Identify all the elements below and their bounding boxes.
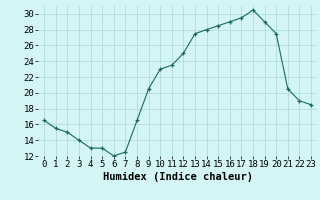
X-axis label: Humidex (Indice chaleur): Humidex (Indice chaleur) (103, 172, 252, 182)
